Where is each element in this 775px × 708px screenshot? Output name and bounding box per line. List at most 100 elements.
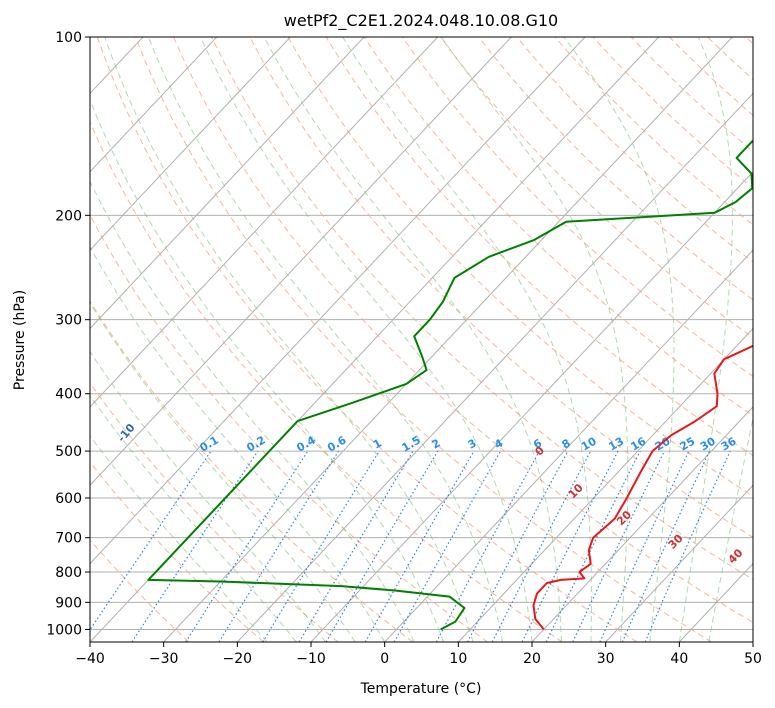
dry-adiabat-line (90, 120, 563, 642)
y-tick-label: 100 (55, 30, 82, 46)
mixing-ratio-label: 2 (429, 437, 442, 452)
dry-adiabat-line (592, 37, 753, 189)
x-tick-label: −30 (149, 651, 179, 667)
isotherm-line (90, 37, 218, 173)
background-lines (90, 37, 753, 642)
moist-adiabat-line (90, 246, 386, 642)
mixing-ratio-line (466, 450, 569, 642)
x-tick-label: 10 (449, 651, 467, 667)
moist-adiabat-line (90, 435, 268, 642)
mixing-ratio-line (491, 450, 592, 642)
y-axis: 100 200 300 400 500 600 700 800 900 1000 (46, 30, 90, 638)
y-tick-label: 700 (55, 531, 82, 547)
isotherm-line (310, 171, 753, 642)
x-tick-label: 20 (523, 651, 541, 667)
dry-adiabat-line (669, 37, 753, 117)
y-tick-label: 900 (55, 595, 82, 611)
dry-adiabat-line (554, 37, 753, 226)
moist-adiabat-label: 20 (614, 508, 634, 528)
isotherm-line (90, 37, 365, 330)
y-tick-label: 300 (55, 313, 82, 329)
isotherm-line (90, 37, 586, 565)
y-tick-label: 400 (55, 387, 82, 403)
x-axis: −40 −30 −20 −10 0 10 20 30 40 50 (75, 642, 762, 667)
y-tick-label: 800 (55, 565, 82, 581)
moist-adiabat-line (708, 415, 753, 642)
moist-adiabat-line (104, 37, 474, 642)
mixing-ratio-line (325, 450, 439, 642)
mixing-ratio-line (599, 450, 690, 642)
y-tick-label: 500 (55, 444, 82, 460)
y-tick-label: 1000 (46, 622, 82, 638)
x-tick-label: −20 (223, 651, 253, 667)
dry-adiabat-line (135, 37, 712, 642)
mixing-ratio-line (435, 450, 540, 642)
y-tick-label: 200 (55, 208, 82, 224)
isotherm-line (163, 37, 733, 642)
dry-adiabat-line (401, 37, 753, 378)
moist-adiabat-line (90, 394, 297, 642)
mixing-ratio-line (298, 450, 414, 642)
moist-adiabat-label: 40 (726, 546, 746, 566)
x-tick-label: 40 (670, 651, 688, 667)
mixing-ratio-line (218, 450, 340, 642)
plot-frame (89, 36, 754, 643)
chart-title: wetPf2_C2E1.2024.048.10.08.G10 (284, 11, 558, 31)
mixing-ratio-line (621, 450, 711, 642)
dry-adiabat-line (325, 37, 753, 457)
moist-adiabat-line (90, 180, 415, 642)
dry-adiabat-line (516, 37, 753, 263)
mixing-ratio-label: 3 (466, 437, 479, 452)
isotherm-line (752, 641, 753, 642)
mixing-ratio-line (545, 450, 641, 642)
isotherm-line (90, 37, 512, 486)
y-tick-label: 600 (55, 491, 82, 507)
mixing-ratio-line (90, 450, 212, 631)
isotherm-line (90, 37, 291, 251)
y-axis-title: Pressure (hPa) (12, 290, 28, 390)
mixing-ratio-line (262, 450, 380, 642)
moist-adiabat-line (90, 98, 445, 642)
dry-adiabat-line (90, 381, 339, 642)
moist-adiabat-line (563, 37, 675, 642)
isotherm-line (0, 37, 69, 642)
dry-adiabat-line (440, 37, 753, 339)
dry-adiabat-line (363, 37, 753, 417)
moist-adiabat-line (200, 37, 533, 642)
temperature-profile (532, 344, 753, 631)
mixing-ratio-line (364, 450, 475, 642)
moist-adiabat-line (678, 37, 733, 642)
isotherm-line (605, 484, 753, 642)
moist-adiabat-line (147, 37, 503, 642)
dry-adiabat-line (90, 300, 414, 642)
mixing-ratio-line (185, 450, 309, 642)
dry-adiabat-line (707, 37, 753, 81)
isotherm-line (236, 92, 753, 642)
series-layer (147, 139, 753, 631)
moist-adiabat-label: 30 (666, 531, 686, 551)
mixing-ratio-label: 1 (371, 437, 384, 452)
x-axis-title: Temperature (°C) (360, 681, 482, 697)
dewpoint-profile (147, 139, 753, 631)
mixing-ratio-line (393, 450, 502, 642)
isotherm-line (384, 249, 753, 642)
mixing-ratio-label: 4 (492, 436, 505, 451)
dry-adiabat-line (745, 37, 753, 45)
mixing-ratio-line (572, 450, 665, 642)
moist-adiabat-line (440, 37, 629, 642)
moist-adiabat-line (90, 350, 327, 642)
dry-adiabat-label: -10 (115, 421, 138, 445)
mixing-ratio-line (131, 450, 259, 642)
isotherm-line (90, 37, 439, 408)
dry-adiabat-line (96, 37, 638, 642)
x-tick-label: −10 (296, 651, 326, 667)
dry-adiabat-line (211, 37, 753, 581)
dry-adiabat-line (173, 37, 753, 624)
x-tick-label: 50 (744, 651, 762, 667)
x-tick-label: −40 (75, 651, 105, 667)
moist-adiabat-line (342, 37, 592, 642)
dry-adiabat-line (90, 539, 190, 642)
x-tick-label: 30 (597, 651, 615, 667)
mixing-ratio-line (644, 450, 731, 642)
